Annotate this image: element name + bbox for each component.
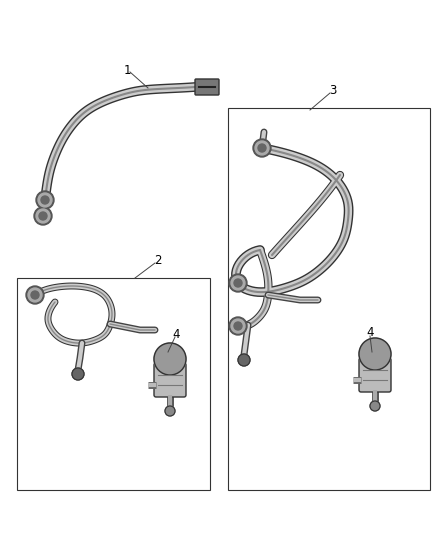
Circle shape <box>38 193 52 207</box>
Circle shape <box>231 319 245 333</box>
Circle shape <box>41 196 49 204</box>
Circle shape <box>234 322 242 330</box>
Circle shape <box>154 343 186 375</box>
Circle shape <box>34 207 52 225</box>
Circle shape <box>234 279 242 287</box>
Bar <box>228 108 430 490</box>
FancyBboxPatch shape <box>195 79 219 95</box>
Circle shape <box>28 288 42 302</box>
Text: 4: 4 <box>366 327 374 340</box>
Circle shape <box>26 286 44 304</box>
FancyBboxPatch shape <box>154 363 186 397</box>
FancyBboxPatch shape <box>359 358 391 392</box>
Circle shape <box>255 141 269 155</box>
Circle shape <box>238 354 250 366</box>
Circle shape <box>39 212 47 220</box>
Circle shape <box>229 274 247 292</box>
Text: 2: 2 <box>154 254 162 268</box>
Circle shape <box>231 276 245 290</box>
Circle shape <box>253 139 271 157</box>
Circle shape <box>36 191 54 209</box>
Circle shape <box>370 401 380 411</box>
Circle shape <box>165 406 175 416</box>
Circle shape <box>72 368 84 380</box>
Circle shape <box>229 317 247 335</box>
Circle shape <box>258 144 266 152</box>
Circle shape <box>36 209 50 223</box>
Text: 1: 1 <box>123 63 131 77</box>
Circle shape <box>31 291 39 299</box>
Text: 4: 4 <box>172 327 180 341</box>
Bar <box>17 278 210 490</box>
Text: 3: 3 <box>329 84 337 96</box>
Circle shape <box>359 338 391 370</box>
